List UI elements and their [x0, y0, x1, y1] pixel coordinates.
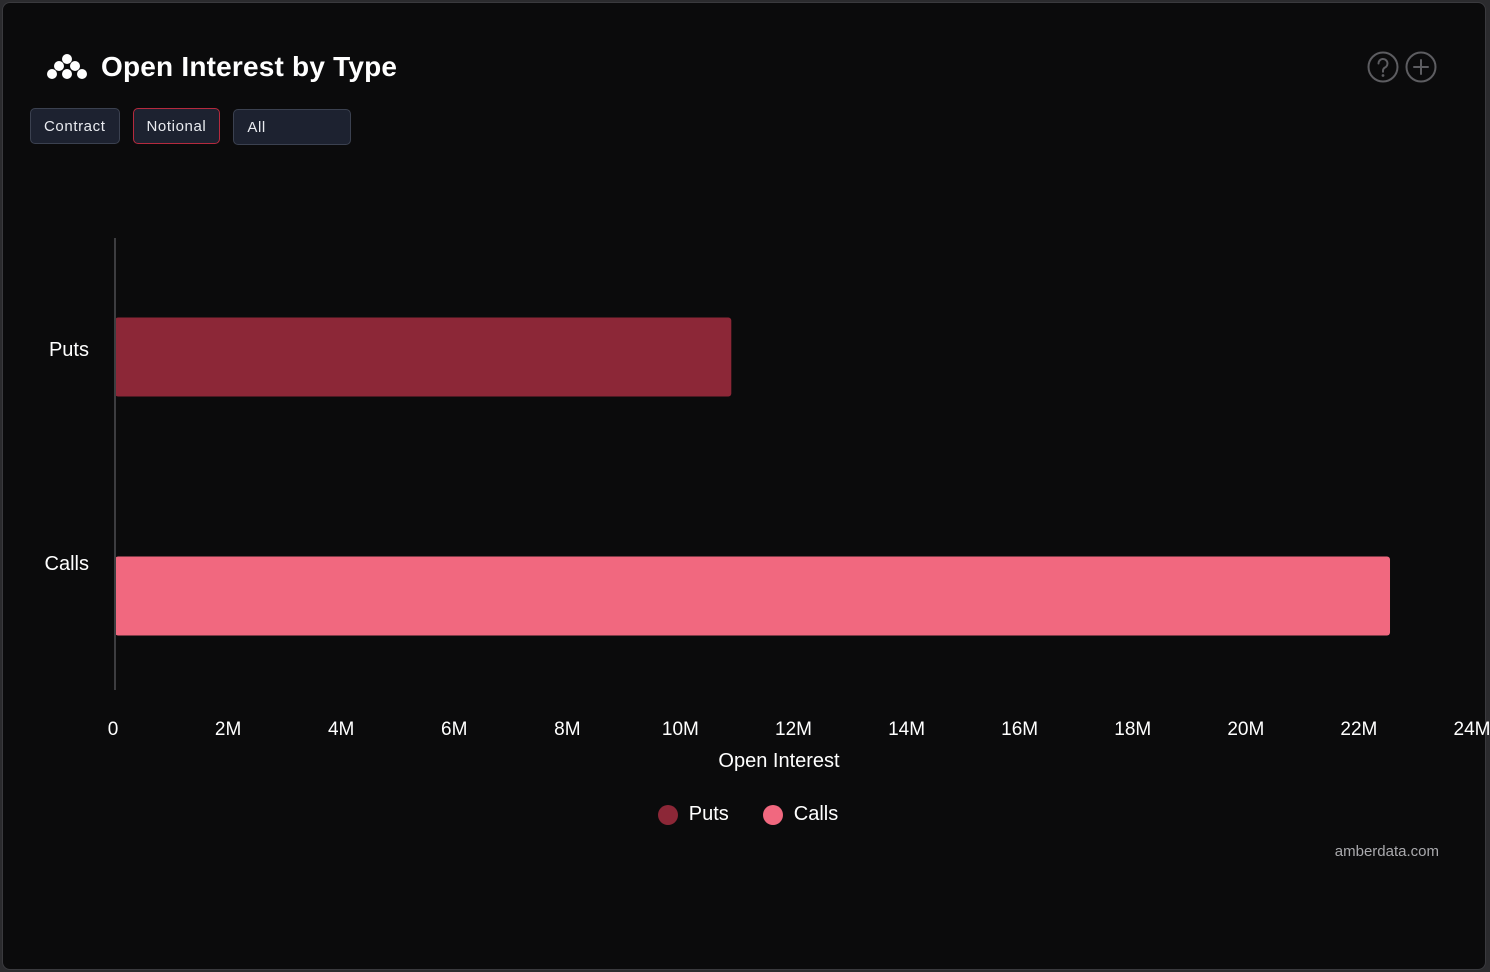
header-actions [1367, 51, 1437, 83]
x-tick-label: 24M [1454, 719, 1490, 740]
x-tick-label: 4M [328, 719, 354, 740]
bar-calls[interactable] [115, 556, 1391, 636]
x-tick-label: 18M [1114, 719, 1151, 740]
category-label-calls: Calls [45, 553, 89, 575]
chart-header: Open Interest by Type [47, 51, 397, 83]
legend-swatch-calls [762, 804, 783, 825]
amberdata-logo-icon [47, 53, 87, 81]
x-axis-title: Open Interest [718, 750, 840, 772]
x-tick-label: 8M [554, 719, 580, 740]
x-tick-labels-layer: 0 2M 4M 6M 8M 10M 12M 14M 16M 18M 20M 22M 24M [108, 719, 1490, 740]
x-tick-label: 10M [662, 719, 699, 740]
x-tick-label: 12M [775, 719, 812, 740]
help-circle-icon[interactable] [1367, 51, 1399, 83]
source-credit: amberdata.com [1334, 843, 1439, 860]
legend-label-puts: Puts [688, 803, 729, 825]
bars-layer [115, 317, 1391, 636]
legend-item-calls[interactable]: Calls [762, 803, 839, 826]
x-tick-label: 0 [108, 719, 119, 740]
x-tick-label: 2M [215, 719, 241, 740]
plus-circle-icon[interactable] [1405, 51, 1437, 83]
x-tick-label: 14M [888, 719, 925, 740]
contract-toggle-button[interactable]: Contract [30, 108, 120, 144]
x-tick-label: 6M [441, 719, 467, 740]
bar-puts[interactable] [115, 317, 732, 397]
view-toggles: Contract Notional All [30, 108, 352, 145]
x-tick-label: 20M [1227, 719, 1264, 740]
filter-select[interactable]: All [233, 109, 352, 145]
legend-item-puts[interactable]: Puts [657, 803, 729, 826]
x-tick-label: 22M [1340, 719, 1377, 740]
category-labels-layer: Puts Calls [45, 339, 89, 575]
chart-title: Open Interest by Type [101, 51, 398, 82]
notional-toggle-button[interactable]: Notional [132, 108, 221, 144]
legend-swatch-puts [657, 804, 678, 825]
chart-legend: Puts Calls [3, 803, 1490, 826]
category-label-puts: Puts [49, 339, 89, 361]
legend-label-calls: Calls [793, 803, 839, 825]
x-tick-label: 16M [1001, 719, 1038, 740]
